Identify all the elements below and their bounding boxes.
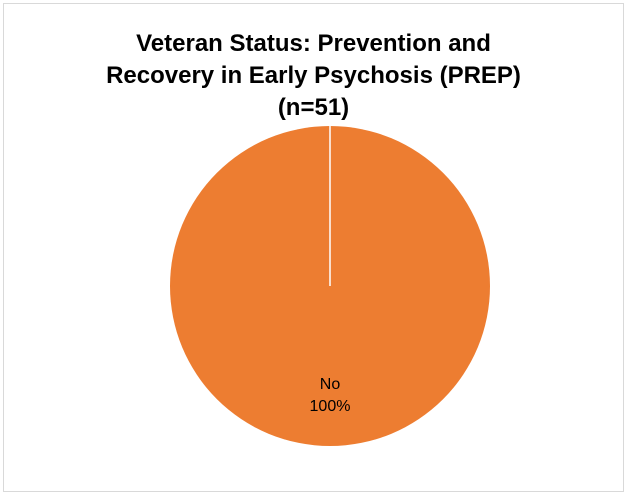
data-label-category: No	[320, 376, 341, 393]
chart-title-line-2: Recovery in Early Psychosis (PREP)	[106, 62, 521, 89]
chart-title-line-3: (n=51)	[277, 94, 350, 121]
data-label-percent: 100%	[310, 398, 351, 415]
chart-title-line-1: Veteran Status: Prevention and	[136, 30, 491, 57]
chart-title: Veteran Status: Prevention and Recovery …	[4, 28, 623, 124]
